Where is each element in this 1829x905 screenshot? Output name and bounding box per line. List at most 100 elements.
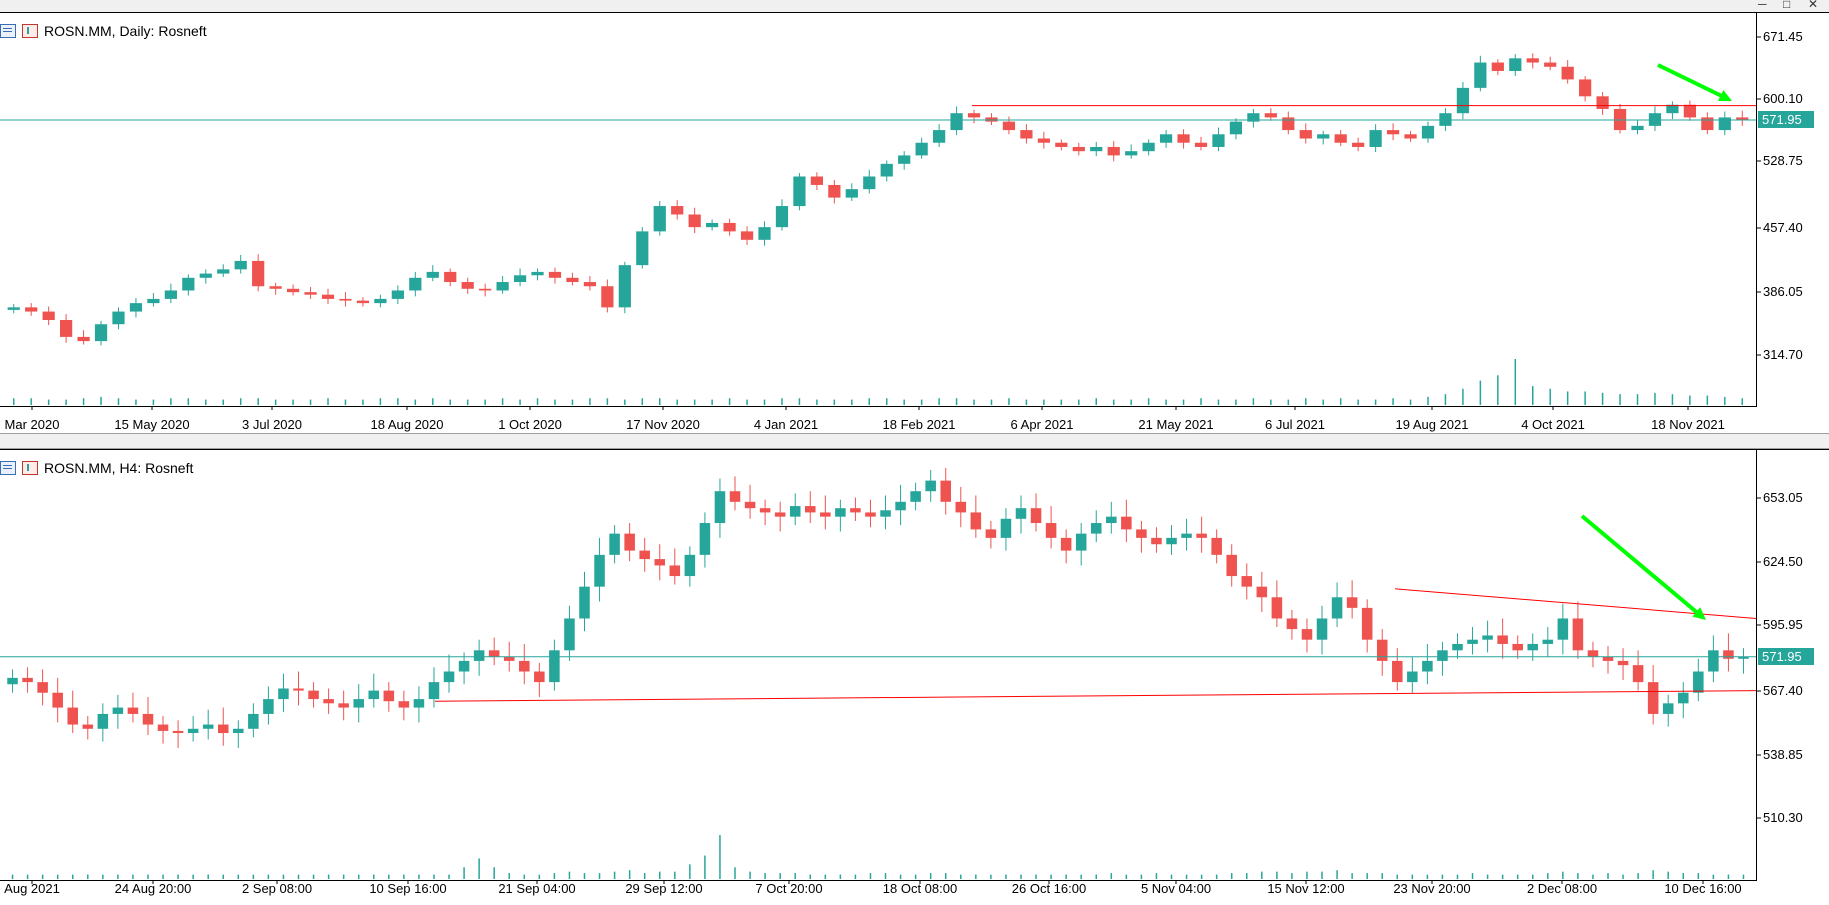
candle-body [967, 113, 981, 118]
candle-body [1212, 134, 1225, 147]
candle-body [233, 728, 244, 734]
candle-body [157, 724, 169, 731]
candle-body [1166, 537, 1177, 545]
candle-body [1271, 597, 1283, 619]
candle-body [1334, 134, 1347, 143]
candle-body [7, 307, 20, 310]
candle-body [1030, 508, 1042, 524]
candle-body [7, 677, 18, 685]
candle-body [368, 690, 380, 700]
candle-body [1229, 121, 1243, 135]
candle-body [127, 707, 139, 714]
candle-body [601, 286, 614, 308]
x-tick-label: 5 Nov 04:00 [1140, 881, 1212, 896]
candle-body [624, 533, 635, 551]
x-tick-label: 29 Sep 12:00 [625, 881, 703, 896]
candle-body [1316, 618, 1328, 640]
candle-body [1282, 117, 1295, 131]
x-tick-label: 18 Aug 2020 [370, 417, 444, 432]
candle-body [1211, 537, 1222, 555]
close-icon[interactable]: ✕ [1808, 0, 1819, 11]
green-arrow-annotation [1580, 514, 1706, 620]
candle-body [1301, 629, 1313, 640]
panel-separator[interactable] [0, 433, 1829, 449]
candle-body [1456, 87, 1470, 114]
candle-body [409, 277, 422, 291]
candle-body [706, 222, 719, 228]
x-tick-label: 21 May 2021 [1138, 417, 1214, 432]
candle-body [293, 688, 304, 691]
candle-body [1121, 516, 1132, 530]
candle-body [594, 554, 605, 587]
candle-body [1090, 146, 1103, 152]
candle-body [1452, 643, 1463, 651]
candle-body [1509, 58, 1522, 71]
candle-body [172, 730, 184, 734]
candle-body [758, 227, 771, 240]
chart-properties-icon[interactable] [22, 24, 38, 38]
candle-body [1247, 113, 1260, 122]
restore-icon[interactable]: □ [1783, 0, 1791, 11]
candle-body [845, 189, 858, 198]
daily-chart-panel[interactable]: ROSN.MM, Daily: Rosneft 571.95 671.45 600… [0, 12, 1829, 434]
candle-body [321, 294, 335, 299]
candle-body [636, 231, 649, 266]
candle-body [564, 618, 575, 651]
candle-body [1482, 635, 1493, 640]
h4-chart-canvas[interactable] [0, 450, 1829, 905]
candle-body [669, 565, 681, 577]
candle-body [112, 311, 125, 325]
candle-body [356, 300, 370, 304]
minimize-icon[interactable]: ─ [1758, 0, 1767, 11]
candle-body [775, 206, 789, 228]
candle-body [234, 260, 247, 270]
candle-body [898, 155, 911, 164]
chart-list-icon[interactable] [0, 24, 16, 38]
x-tick-label: 17 Nov 2020 [626, 417, 700, 432]
candle-body [1631, 125, 1644, 131]
candle-body [740, 231, 754, 240]
h4-chart-panel[interactable]: ROSN.MM, H4: Rosneft 571.95 653.05 624.50… [0, 449, 1829, 905]
candle-body [339, 298, 352, 301]
candle-body [688, 214, 701, 228]
candle-body [1286, 618, 1298, 630]
y-tick-label: 314.70 [1763, 347, 1803, 362]
candle-body [1392, 660, 1403, 683]
candle-body [1000, 518, 1012, 538]
candle-body [1331, 597, 1343, 619]
h4-plot-area[interactable] [0, 450, 1757, 881]
y-tick-label: 538.85 [1763, 747, 1803, 762]
chart-list-icon[interactable] [0, 461, 16, 475]
candle-body [391, 290, 404, 299]
daily-chart-canvas[interactable] [0, 13, 1829, 434]
candle-body [1386, 130, 1400, 135]
candle-body [1683, 104, 1697, 118]
x-tick-label: 3 Jul 2020 [242, 417, 302, 432]
candle-body [1662, 703, 1674, 714]
candle-body [618, 265, 631, 308]
candle-body [548, 271, 562, 278]
y-tick-label: 528.75 [1763, 153, 1803, 168]
candle-body [1596, 96, 1609, 109]
candle-body [1421, 125, 1435, 139]
candle-body [1602, 656, 1614, 661]
candle-body [1422, 660, 1433, 672]
candle-body [1376, 639, 1388, 661]
candle-body [217, 724, 229, 734]
candle-body [444, 271, 457, 283]
candle-body [496, 282, 509, 291]
green-arrow-annotation [1657, 63, 1732, 101]
candle-body [286, 288, 300, 293]
candle-body [970, 512, 982, 530]
candle-body [1544, 62, 1557, 67]
candle-body [443, 671, 455, 683]
candle-body [1256, 586, 1268, 598]
candle-body [1196, 533, 1207, 538]
candle-body [94, 324, 108, 342]
trend-line [434, 690, 1757, 702]
daily-plot-area[interactable] [0, 13, 1757, 407]
candle-body [473, 650, 485, 661]
chart-properties-icon[interactable] [22, 461, 38, 475]
candle-body [129, 303, 143, 312]
candle-body [1718, 117, 1731, 131]
